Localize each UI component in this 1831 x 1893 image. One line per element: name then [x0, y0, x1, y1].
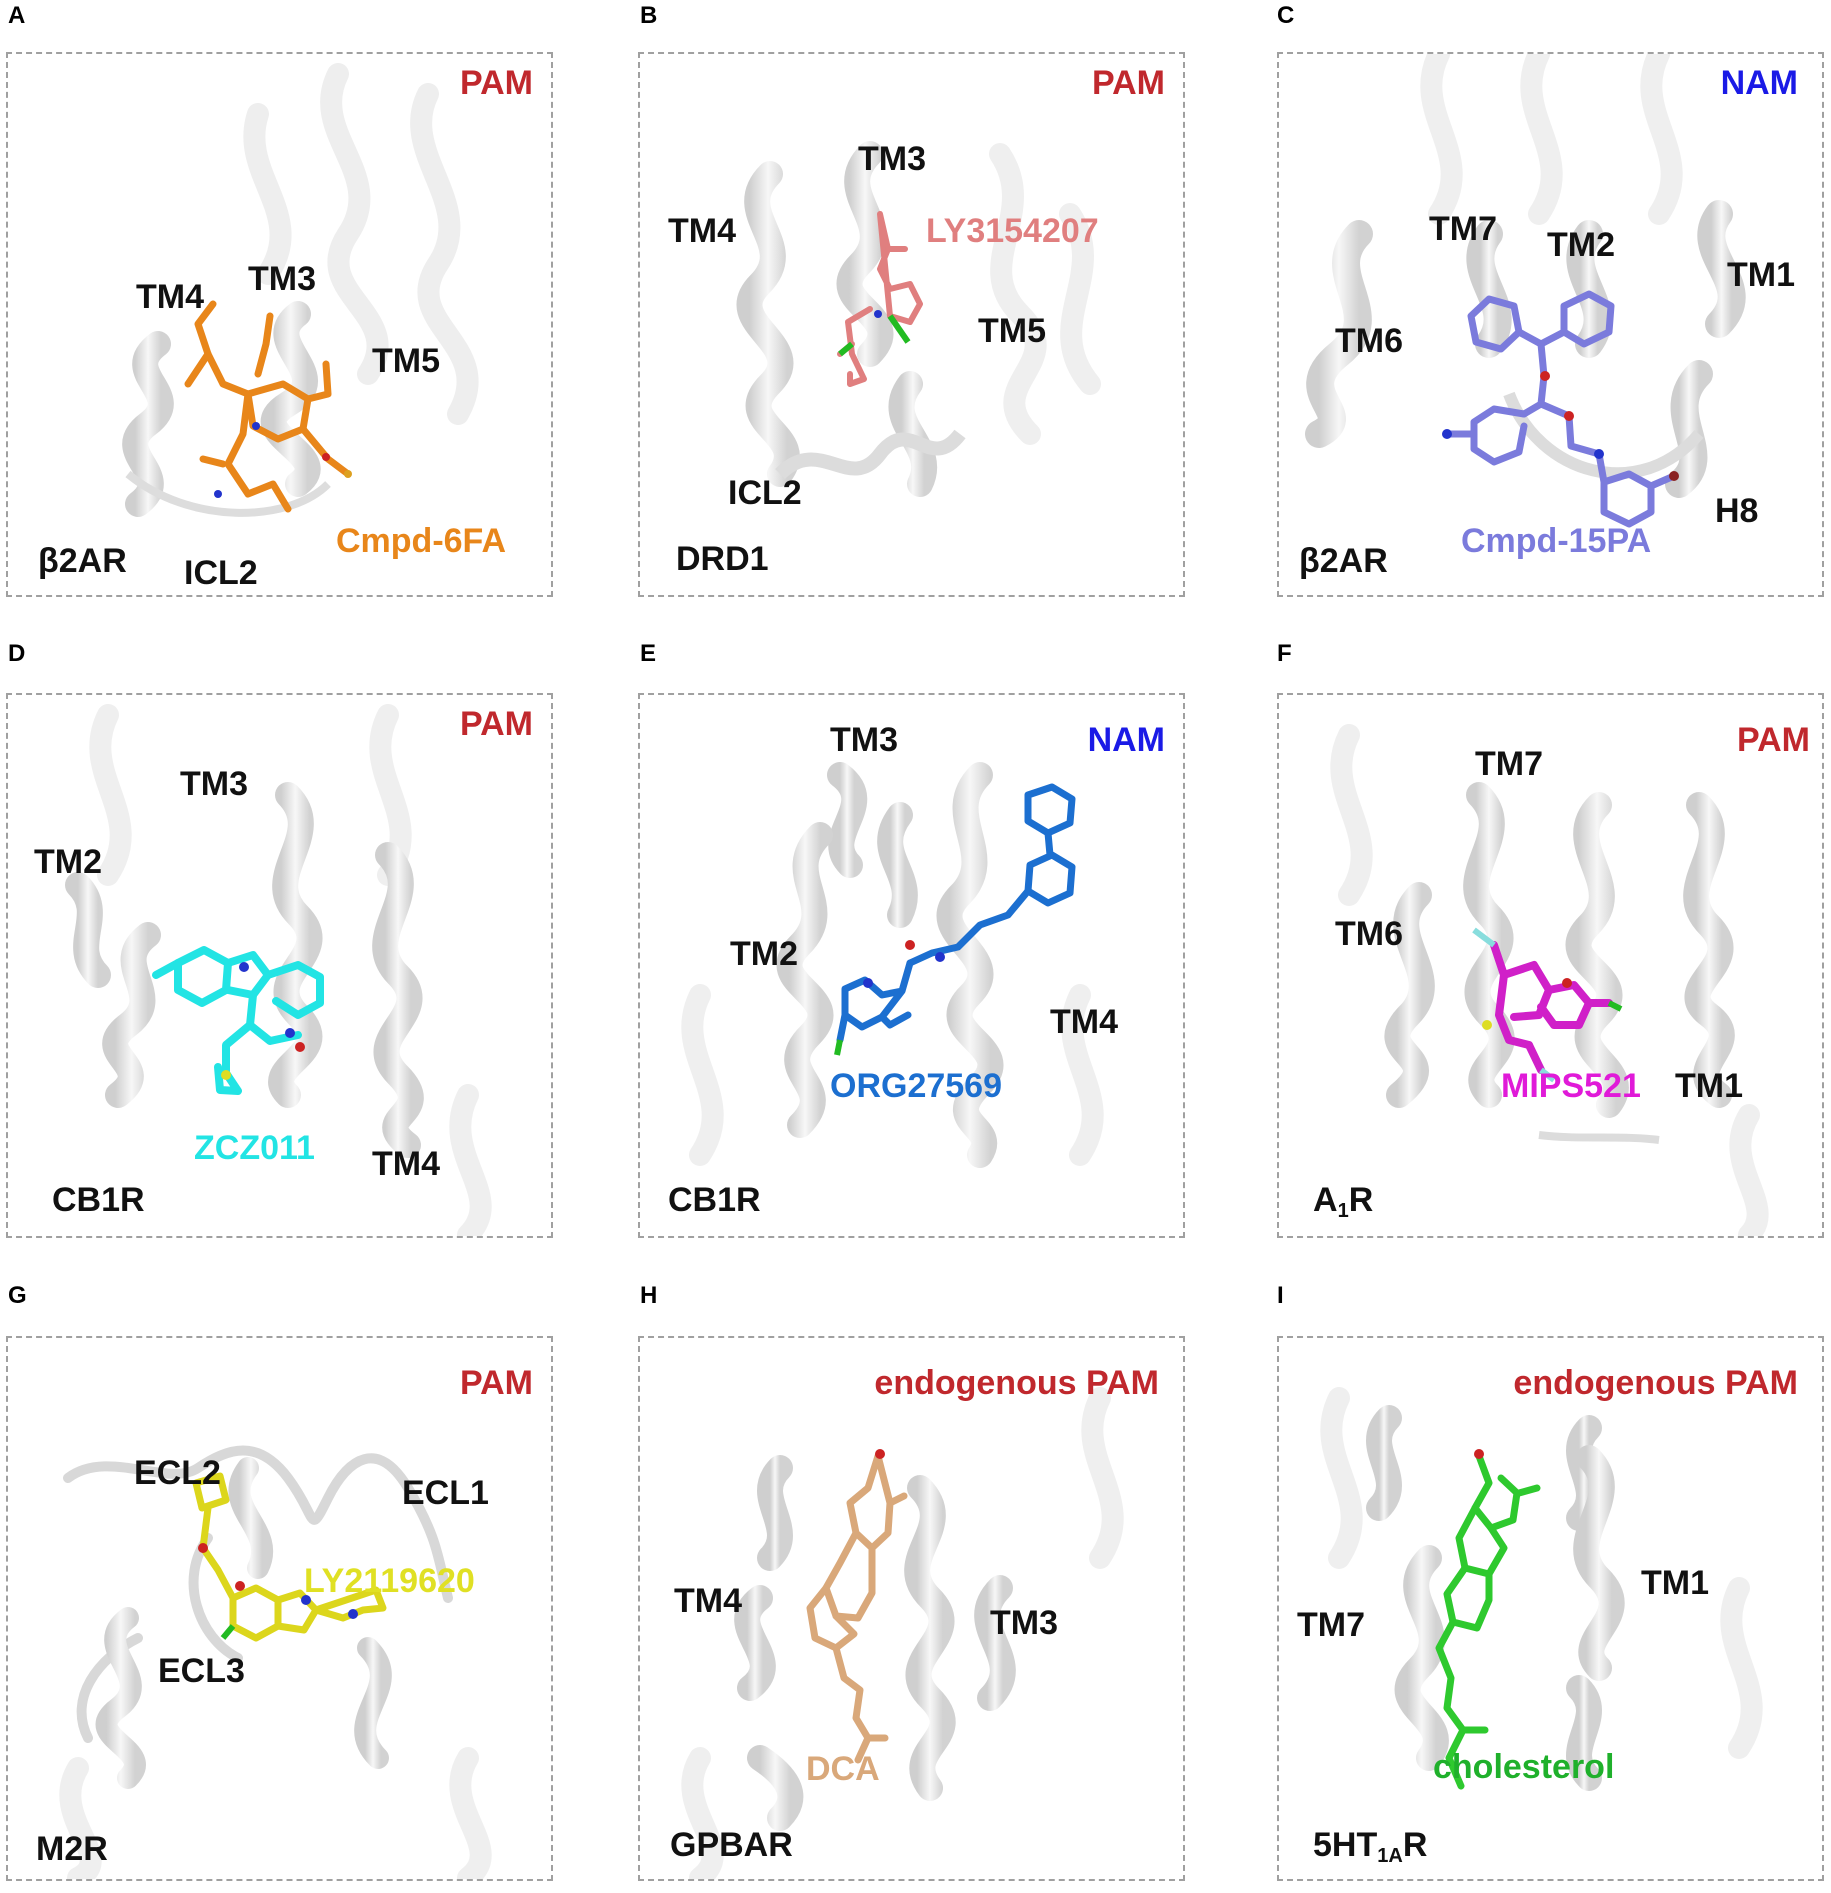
helix-label: TM6 [1335, 915, 1403, 953]
helix-label: TM1 [1641, 1564, 1709, 1602]
modulator-label: PAM [1736, 721, 1810, 759]
modulator-label: PAM [459, 1364, 533, 1402]
panel-letter-h: H [640, 1282, 658, 1309]
modulator-label: endogenous PAM [1513, 1364, 1798, 1402]
helix-label: TM1 [1727, 256, 1795, 294]
panel-f: PAM TM7 TM6 TM1 MIPS521 A1R [1277, 693, 1824, 1238]
ligand-label: LY3154207 [926, 212, 1099, 250]
panel-c: NAM TM7 TM2 TM1 TM6 H8 Cmpd-15PA β2AR [1277, 52, 1824, 597]
helix-label: TM7 [1297, 1606, 1365, 1644]
helix-label: TM2 [730, 935, 798, 973]
receptor-label: β2AR [1299, 542, 1388, 580]
ligand-label: MIPS521 [1501, 1067, 1641, 1105]
ligand-label: cholesterol [1433, 1748, 1615, 1786]
receptor-label: 5HT1AR [1313, 1826, 1428, 1867]
helix-label: H8 [1715, 492, 1759, 530]
helix-label: TM4 [1050, 1003, 1118, 1041]
panel-letter-g: G [8, 1282, 27, 1309]
protein-structure-image [65, 704, 492, 1236]
receptor-label: DRD1 [676, 540, 769, 578]
ligand-cmpd-15pa [1443, 290, 1678, 528]
helix-label: TM3 [248, 260, 316, 298]
helix-label: TM4 [372, 1145, 440, 1183]
helix-label: ICL2 [728, 474, 802, 512]
protein-structure-image [59, 1445, 492, 1879]
panel-a: PAM TM4 TM3 TM5 ICL2 Cmpd-6FA β2AR [6, 52, 553, 597]
modulator-label: NAM [1087, 721, 1165, 759]
helix-label: TM1 [1675, 1067, 1743, 1105]
ligand-label: DCA [806, 1750, 880, 1788]
receptor-label: β2AR [38, 542, 127, 580]
helix-label: TM4 [674, 1582, 742, 1620]
protein-structure-image [1320, 1387, 1763, 1791]
helix-label: TM3 [990, 1604, 1058, 1642]
helix-label: TM3 [858, 140, 926, 178]
helix-label: TM5 [978, 312, 1046, 350]
panel-letter-a: A [8, 2, 26, 29]
helix-label: ECL3 [158, 1652, 245, 1690]
ligand-label: ZCZ011 [194, 1129, 315, 1167]
panel-letter-f: F [1277, 640, 1292, 667]
receptor-label: GPBAR [670, 1826, 793, 1864]
ligand-label: Cmpd-15PA [1461, 522, 1652, 560]
ligand-label: LY2119620 [304, 1562, 475, 1600]
helix-label: ICL2 [184, 554, 258, 592]
ligand-label: ORG27569 [830, 1067, 1002, 1105]
modulator-label: endogenous PAM [874, 1364, 1159, 1402]
helix-label: TM2 [34, 843, 102, 881]
panel-i: endogenous PAM TM7 TM1 cholesterol 5HT1A… [1277, 1336, 1824, 1881]
panel-e: NAM TM3 TM2 TM4 ORG27569 CB1R [638, 693, 1185, 1238]
helix-label: ECL1 [402, 1474, 489, 1512]
panel-letter-c: C [1277, 2, 1295, 29]
helix-label: TM4 [136, 278, 204, 316]
protein-structure-image [122, 63, 479, 517]
protein-structure-image [736, 141, 1101, 497]
helix-label: TM7 [1475, 745, 1543, 783]
modulator-label: PAM [459, 64, 533, 102]
helix-label: TM7 [1429, 210, 1497, 248]
receptor-label: CB1R [52, 1181, 145, 1219]
panel-letter-e: E [640, 640, 657, 667]
protein-structure-image [1305, 54, 1746, 528]
receptor-label: A1R [1313, 1181, 1374, 1222]
helix-label: TM4 [668, 212, 736, 250]
panel-d: PAM TM3 TM2 TM4 ZCZ011 CB1R [6, 693, 553, 1238]
panel-letter-i: I [1277, 1282, 1284, 1309]
ligand-label: Cmpd-6FA [336, 522, 506, 560]
helix-label: TM3 [830, 721, 898, 759]
receptor-label: CB1R [668, 1181, 761, 1219]
modulator-label: PAM [459, 705, 533, 743]
panel-g: PAM ECL2 ECL1 ECL3 LY2119620 M2R [6, 1336, 553, 1881]
modulator-label: PAM [1091, 64, 1165, 102]
protein-structure-image [681, 1387, 1124, 1879]
ligand-zcz011 [152, 946, 324, 1095]
receptor-label: M2R [36, 1830, 108, 1868]
helix-label: ECL2 [134, 1454, 221, 1492]
ligand-org27569 [836, 783, 1076, 1044]
helix-label: TM5 [372, 342, 440, 380]
ligand-dca [806, 1452, 908, 1764]
helix-label: TM2 [1547, 226, 1615, 264]
protein-structure-image [1330, 724, 1769, 1236]
modulator-label: NAM [1720, 64, 1798, 102]
protein-structure-image [681, 762, 1104, 1168]
panel-h: endogenous PAM TM4 TM3 DCA GPBAR [638, 1336, 1185, 1881]
helix-label: TM3 [180, 765, 248, 803]
panel-b: PAM TM3 TM4 TM5 ICL2 LY3154207 DRD1 [638, 52, 1185, 597]
ligand-cholesterol [1435, 1452, 1541, 1790]
panel-letter-b: B [640, 2, 658, 29]
helix-label: TM6 [1335, 322, 1403, 360]
panel-letter-d: D [8, 640, 26, 667]
